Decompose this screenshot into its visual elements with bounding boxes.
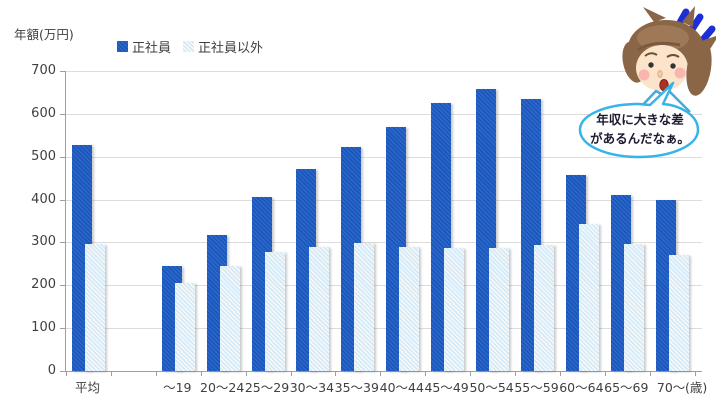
x-axis-tick	[649, 371, 651, 376]
gridline	[66, 285, 702, 286]
x-tick-label: 30～34	[289, 380, 335, 395]
y-axis-title: 年額(万円)	[14, 27, 74, 42]
y-tick-label: 200	[31, 277, 56, 292]
x-axis-tick	[66, 371, 67, 376]
gridline	[66, 157, 702, 158]
speech-bubble-text: 年収に大きな差 があるんだなぁ。	[582, 110, 698, 148]
bar-正社員以外-20～24	[219, 265, 240, 371]
x-axis-tick	[515, 371, 516, 376]
y-tick-label: 300	[31, 234, 56, 249]
character-illustration	[578, 6, 716, 159]
x-tick-label: 60～64	[559, 380, 604, 395]
character-head	[622, 6, 716, 113]
x-axis-tick	[694, 371, 696, 376]
x-axis-tick	[559, 371, 561, 376]
legend: 正社員 正社員以外	[117, 37, 263, 56]
x-axis-tick	[380, 371, 382, 376]
x-axis-tick	[425, 371, 427, 376]
legend-swatch-seishain	[117, 41, 128, 52]
y-axis-tick	[60, 200, 65, 201]
x-tick-label: ～19	[163, 380, 192, 395]
bar-正社員以外-35～39	[354, 243, 375, 371]
plot-area	[60, 71, 702, 376]
x-axis-tick	[155, 371, 157, 376]
y-axis-tick	[60, 285, 65, 286]
gridline	[66, 200, 702, 201]
x-axis-tick	[335, 371, 337, 376]
x-axis-tick	[200, 371, 202, 376]
x-tick-label: 50～54	[469, 380, 514, 395]
legend-item-hiseishain: 正社員以外	[183, 37, 263, 56]
bar-正社員以外-55～59	[533, 245, 554, 371]
bar-正社員以外-45～49	[444, 248, 465, 371]
x-tick-label: 45～49	[424, 380, 469, 395]
legend-swatch-hiseishain	[183, 41, 195, 52]
y-tick-label: 500	[31, 149, 56, 164]
bar-正社員以外-40～44	[399, 246, 420, 371]
legend-label-hiseishain: 正社員以外	[198, 41, 264, 56]
bar-正社員以外-30～34	[309, 246, 330, 371]
x-axis-unit-label: (歳)	[685, 380, 708, 395]
y-axis-tick	[60, 328, 65, 329]
x-axis-tick	[604, 371, 606, 376]
x-tick-label: 平均	[74, 380, 100, 395]
speech-bubble	[578, 81, 700, 159]
bar-正社員以外-25～29	[264, 251, 285, 371]
y-tick-label: 700	[31, 63, 56, 78]
y-axis-tick	[60, 71, 65, 72]
x-axis-tick	[110, 371, 112, 376]
x-tick-label: 70～	[656, 380, 686, 395]
bar-正社員以外-70～	[668, 255, 689, 371]
y-axis-tick	[60, 371, 65, 372]
bar-正社員以外-50～54	[489, 247, 510, 371]
legend-item-seishain: 正社員	[117, 37, 171, 56]
x-tick-label: 55～59	[514, 380, 559, 395]
y-tick-label: 600	[31, 106, 56, 121]
gridline	[66, 71, 702, 72]
gridline	[66, 328, 702, 329]
bar-正社員以外-～19	[174, 283, 195, 371]
x-tick-label: 25～29	[244, 380, 290, 395]
y-tick-label: 0	[47, 363, 56, 378]
y-tick-label: 400	[31, 192, 56, 207]
x-tick-label: 40～44	[379, 380, 424, 395]
legend-label-seishain: 正社員	[132, 41, 172, 56]
y-tick-label: 100	[31, 320, 56, 335]
speech-bubble-line1: 年収に大きな差	[596, 112, 684, 127]
y-axis-tick	[60, 242, 65, 243]
x-tick-label: 65～69	[604, 380, 649, 395]
x-tick-label: 20～24	[200, 380, 245, 395]
x-tick-label: 35～39	[334, 380, 379, 395]
x-axis-tick	[245, 371, 247, 376]
y-axis-tick	[60, 114, 65, 115]
speech-bubble-line2: があるんだなぁ。	[590, 131, 690, 146]
bar-正社員以外-65～69	[623, 244, 644, 371]
bar-正社員以外-60～64	[578, 224, 599, 371]
gridline	[66, 114, 702, 115]
x-axis-tick	[290, 371, 292, 376]
bar-正社員以外-平均	[84, 243, 105, 371]
gridline	[66, 242, 702, 243]
y-axis-tick	[60, 157, 65, 158]
x-axis-tick	[470, 371, 472, 376]
